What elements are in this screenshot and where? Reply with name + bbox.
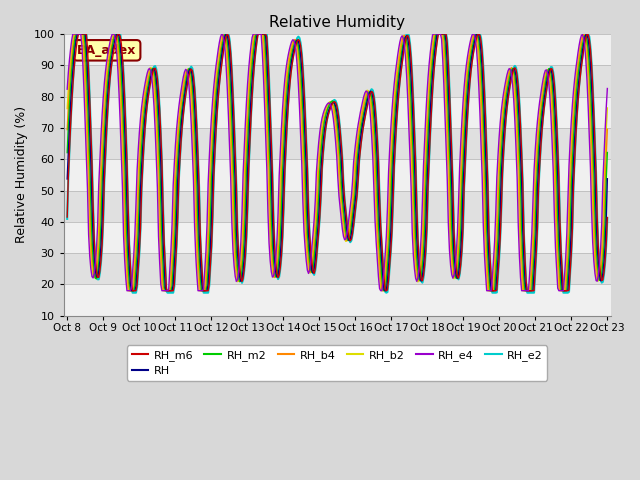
RH_m6 <box>234 227 241 232</box>
RH_m6 <box>604 215 611 220</box>
RH <box>604 176 611 181</box>
Line: RH_b2: RH_b2 <box>67 34 607 291</box>
RH_e4 <box>604 85 611 91</box>
RH_m2 <box>63 150 71 156</box>
RH_e4 <box>394 53 401 59</box>
RH_m6 <box>75 31 83 37</box>
RH_m6 <box>368 89 376 95</box>
RH_b4 <box>556 286 564 292</box>
RH_b4 <box>71 31 79 37</box>
RH <box>63 176 71 182</box>
RH_m2 <box>463 97 470 103</box>
RH_b4 <box>125 288 133 294</box>
RH_e4 <box>63 86 71 92</box>
RH <box>127 288 135 294</box>
RH_m6 <box>463 135 470 141</box>
Bar <box>63 65 611 96</box>
RH_b2 <box>63 106 71 111</box>
RH <box>556 248 564 254</box>
Bar <box>63 253 611 285</box>
RH_e4 <box>123 288 131 294</box>
RH <box>293 37 301 43</box>
RH_e2 <box>368 86 376 92</box>
Line: RH_m2: RH_m2 <box>67 34 607 291</box>
RH_b2 <box>463 71 470 77</box>
RH_m2 <box>556 268 564 274</box>
Bar <box>63 34 611 65</box>
RH_e4 <box>368 132 376 138</box>
RH_b4 <box>293 42 301 48</box>
RH <box>74 31 81 37</box>
RH_m2 <box>234 264 241 270</box>
RH_m2 <box>293 38 301 44</box>
RH_b2 <box>394 62 401 68</box>
RH <box>463 114 470 120</box>
Line: RH_e4: RH_e4 <box>67 34 607 291</box>
Line: RH_m6: RH_m6 <box>67 34 607 291</box>
RH_e2 <box>75 31 83 37</box>
RH_m2 <box>368 95 376 100</box>
RH_b2 <box>234 279 241 285</box>
RH <box>368 89 376 95</box>
RH_m2 <box>127 288 134 294</box>
RH_b4 <box>368 103 376 108</box>
RH_e2 <box>234 227 241 233</box>
RH_e2 <box>556 220 564 226</box>
Line: RH_e2: RH_e2 <box>67 34 607 293</box>
RH_m6 <box>293 38 301 44</box>
RH_e4 <box>234 277 241 283</box>
RH_m6 <box>394 105 401 110</box>
RH_b2 <box>124 288 132 294</box>
Line: RH: RH <box>67 34 607 291</box>
Bar <box>63 96 611 128</box>
RH_b2 <box>556 288 564 294</box>
Bar <box>63 285 611 316</box>
RH_b4 <box>63 127 71 132</box>
RH_e4 <box>556 288 564 294</box>
RH_e4 <box>463 62 470 68</box>
Title: Relative Humidity: Relative Humidity <box>269 15 405 30</box>
RH_b2 <box>604 105 611 111</box>
RH_e2 <box>394 103 401 109</box>
RH_e4 <box>69 31 77 37</box>
Text: BA_adex: BA_adex <box>77 44 137 57</box>
RH_e2 <box>463 134 470 140</box>
RH_b4 <box>604 126 611 132</box>
RH_b2 <box>293 51 301 57</box>
Bar <box>63 222 611 253</box>
RH_e2 <box>129 290 136 296</box>
RH_b4 <box>234 274 241 279</box>
RH_b2 <box>70 31 78 37</box>
RH <box>394 92 401 97</box>
RH_m6 <box>129 288 136 294</box>
RH_m2 <box>394 81 401 86</box>
RH <box>234 250 241 255</box>
Legend: RH_m6, RH, RH_m2, RH_b4, RH_b2, RH_e4, RH_e2: RH_m6, RH, RH_m2, RH_b4, RH_b2, RH_e4, R… <box>127 345 547 381</box>
RH_e2 <box>604 216 611 221</box>
Bar <box>63 128 611 159</box>
Bar <box>63 191 611 222</box>
RH_e4 <box>293 63 301 69</box>
Bar <box>63 159 611 191</box>
RH_e2 <box>293 35 301 41</box>
RH_m6 <box>556 220 564 226</box>
RH_e2 <box>63 216 71 222</box>
RH_b2 <box>368 114 376 120</box>
Line: RH_b4: RH_b4 <box>67 34 607 291</box>
RH_m6 <box>63 214 71 220</box>
RH_b4 <box>394 71 401 76</box>
Y-axis label: Relative Humidity (%): Relative Humidity (%) <box>15 106 28 243</box>
RH_m2 <box>604 150 611 156</box>
RH_b4 <box>463 82 470 88</box>
RH_m2 <box>72 31 80 37</box>
